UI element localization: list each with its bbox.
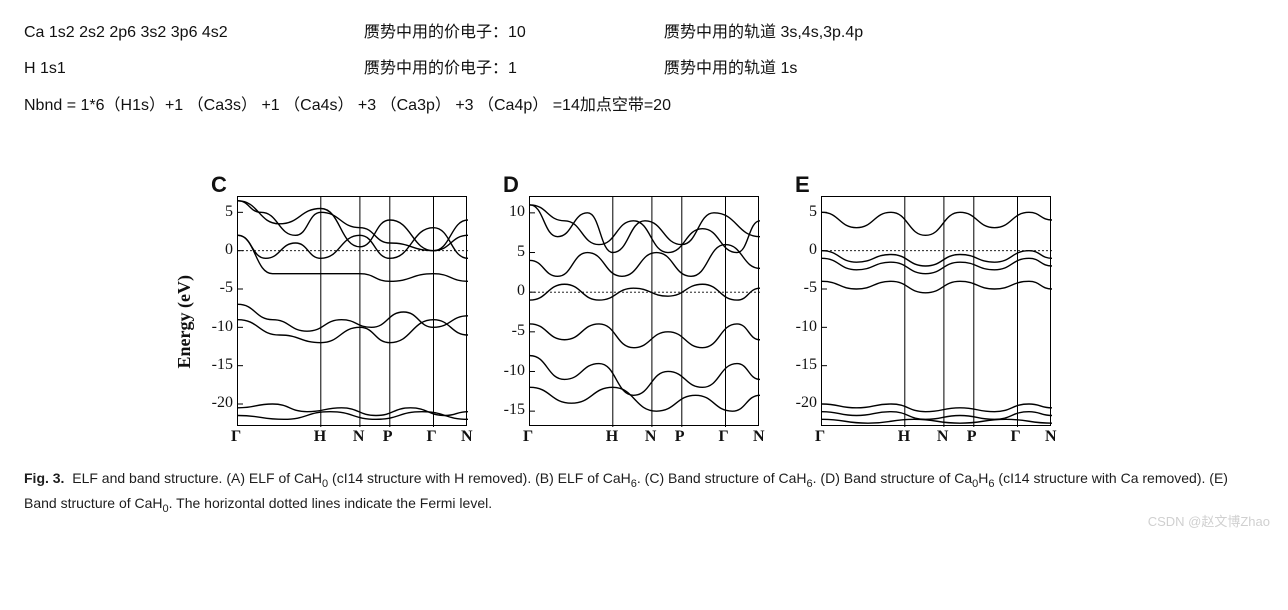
row1-valence: 赝势中用的价电子：10 bbox=[364, 18, 624, 48]
x-ticks: ΓHNPΓN bbox=[529, 428, 759, 448]
panel-letter: D bbox=[503, 172, 519, 198]
panel-letter: E bbox=[795, 172, 810, 198]
plot-area bbox=[821, 196, 1051, 426]
row1-orbitals: 赝势中用的轨道 3s,4s,3p.4p bbox=[664, 18, 863, 48]
row2-valence: 赝势中用的价电子：1 bbox=[364, 54, 624, 84]
y-ticks: 50-5-10-15-20 bbox=[203, 196, 237, 426]
plot-area bbox=[237, 196, 467, 426]
notes-block: Ca 1s2 2s2 2p6 3s2 3p6 4s2 赝势中用的价电子：10 赝… bbox=[24, 18, 1264, 121]
band-panel-D: D1050-5-10-15ΓHNPΓN bbox=[495, 176, 759, 448]
y-ticks: 50-5-10-15-20 bbox=[787, 196, 821, 426]
figure-row: Energy (eV) C50-5-10-15-20ΓHNPΓND1050-5-… bbox=[174, 176, 1264, 448]
y-axis-label: Energy (eV) bbox=[174, 255, 195, 368]
row2-orbitals: 赝势中用的轨道 1s bbox=[664, 54, 797, 84]
x-ticks: ΓHNPΓN bbox=[821, 428, 1051, 448]
panel-letter: C bbox=[211, 172, 227, 198]
row2-config: H 1s1 bbox=[24, 54, 324, 84]
band-panel-C: C50-5-10-15-20ΓHNPΓN bbox=[203, 176, 467, 448]
nbnd-formula: Nbnd = 1*6（H1s）+1 （Ca3s） +1 （Ca4s） +3 （C… bbox=[24, 91, 671, 121]
row1-config: Ca 1s2 2s2 2p6 3s2 3p6 4s2 bbox=[24, 18, 324, 48]
plot-area bbox=[529, 196, 759, 426]
watermark: CSDN @赵文博Zhao bbox=[1148, 511, 1270, 530]
x-ticks: ΓHNPΓN bbox=[237, 428, 467, 448]
y-ticks: 1050-5-10-15 bbox=[495, 196, 529, 426]
band-panel-E: E50-5-10-15-20ΓHNPΓN bbox=[787, 176, 1051, 448]
figure-caption: Fig. 3. ELF and band structure. (A) ELF … bbox=[24, 468, 1264, 517]
